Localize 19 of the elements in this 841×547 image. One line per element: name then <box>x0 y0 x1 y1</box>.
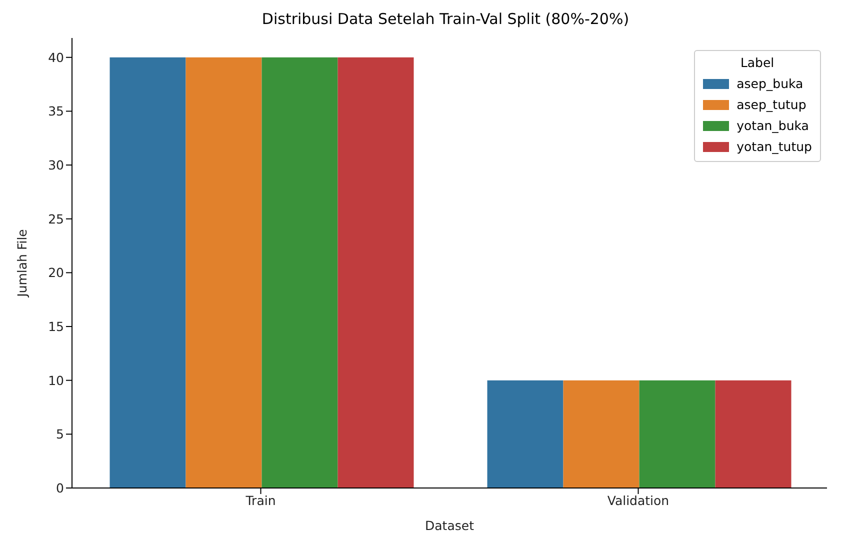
x-axis-title: Dataset <box>425 518 474 533</box>
y-tick-label: 10 <box>48 372 64 388</box>
legend-label: yotan_tutup <box>736 139 812 154</box>
y-tick-label: 5 <box>56 426 64 442</box>
x-tick-label: Train <box>244 492 276 508</box>
y-tick-label: 40 <box>48 50 64 65</box>
chart-title: Distribusi Data Setelah Train-Val Split (80%-20%) <box>260 9 630 30</box>
y-tick-label: 35 <box>48 104 64 119</box>
y-tick-label: 20 <box>48 265 64 280</box>
y-axis-title: Jumlah File <box>14 228 30 298</box>
y-tick-label: 25 <box>48 211 64 226</box>
y-tick-label: 15 <box>48 318 64 334</box>
y-tick-label: 0 <box>56 480 64 496</box>
legend-label: asep_tutup <box>736 97 806 112</box>
legend-label: asep_buka <box>736 76 804 91</box>
legend-title: Label <box>739 55 776 70</box>
y-tick-label: 30 <box>48 157 64 172</box>
x-tick-label: Validation <box>607 492 670 508</box>
legend-label: yotan_buka <box>736 118 809 133</box>
